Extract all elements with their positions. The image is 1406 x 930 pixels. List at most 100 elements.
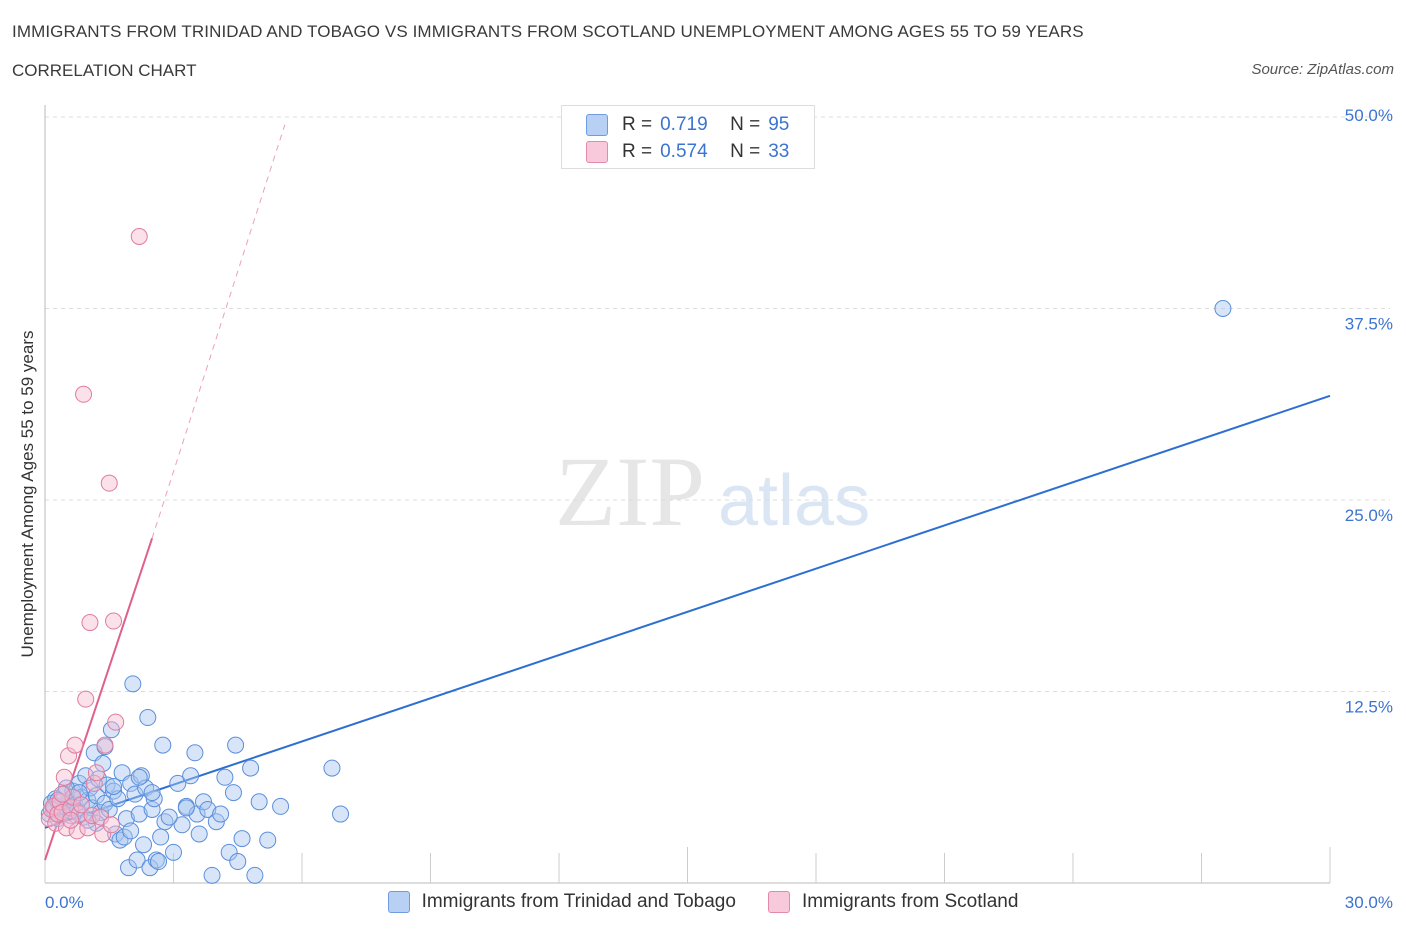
legend-row-trinidad: R = 0.719 N = 95 bbox=[586, 112, 789, 138]
point-trinidad bbox=[150, 853, 168, 871]
axes bbox=[44, 105, 1331, 884]
point-scotland bbox=[62, 811, 80, 829]
point-trinidad bbox=[233, 830, 251, 848]
correlation-legend: R = 0.719 N = 95 R = 0.574 N = 33 bbox=[561, 105, 815, 169]
point-trinidad bbox=[242, 759, 260, 777]
series-legend-label: Immigrants from Trinidad and Tobago bbox=[421, 891, 736, 912]
point-scotland bbox=[130, 227, 148, 245]
point-scotland bbox=[81, 614, 99, 632]
point-trinidad bbox=[105, 782, 123, 800]
legend-r-value: 0.574 bbox=[660, 141, 708, 162]
point-trinidad bbox=[250, 793, 268, 811]
point-trinidad bbox=[272, 797, 290, 815]
x-tick-label: 0.0% bbox=[45, 893, 84, 912]
point-trinidad bbox=[332, 805, 350, 823]
point-trinidad bbox=[190, 825, 208, 843]
trend-line-scotland-extended bbox=[151, 124, 286, 539]
legend-swatch-pink bbox=[586, 141, 608, 163]
legend-n-value: 95 bbox=[768, 114, 790, 135]
point-trinidad bbox=[229, 853, 247, 871]
point-trinidad bbox=[182, 767, 200, 785]
point-trinidad bbox=[128, 851, 146, 869]
gridlines bbox=[45, 116, 1390, 692]
point-trinidad bbox=[186, 744, 204, 762]
point-trinidad bbox=[177, 799, 195, 817]
legend-row-scotland: R = 0.574 N = 33 bbox=[586, 139, 789, 165]
legend-swatch-blue bbox=[586, 114, 608, 136]
point-trinidad bbox=[259, 831, 277, 849]
series-legend: Immigrants from Trinidad and Tobago Immi… bbox=[0, 888, 1406, 916]
legend-r-label: R = bbox=[622, 114, 653, 135]
point-trinidad bbox=[105, 777, 123, 795]
series-swatch-pink bbox=[767, 891, 790, 913]
point-scotland bbox=[66, 736, 84, 754]
point-scotland bbox=[62, 799, 80, 817]
point-trinidad bbox=[143, 784, 161, 802]
point-trinidad bbox=[57, 779, 75, 797]
point-trinidad bbox=[246, 866, 264, 884]
y-tick-label: 25.0% bbox=[1345, 506, 1393, 525]
point-trinidad bbox=[154, 736, 172, 754]
point-scotland bbox=[57, 819, 75, 837]
legend-n-label: N = bbox=[730, 141, 761, 162]
point-trinidad bbox=[227, 736, 245, 754]
point-scotland bbox=[68, 822, 86, 840]
watermark-atlas: atlas bbox=[718, 461, 870, 541]
point-trinidad bbox=[220, 843, 238, 861]
legend-r-label: R = bbox=[622, 141, 653, 162]
chart-subtitle: CORRELATION CHART bbox=[12, 61, 197, 80]
point-scotland bbox=[55, 768, 73, 786]
point-scotland bbox=[83, 807, 101, 825]
point-trinidad bbox=[122, 822, 140, 840]
y-tick-label: 12.5% bbox=[1345, 698, 1393, 717]
series-swatch-blue bbox=[387, 891, 410, 913]
watermark-zip: ZIP bbox=[555, 436, 705, 547]
point-scotland bbox=[87, 764, 105, 782]
point-trinidad bbox=[102, 721, 120, 739]
y-tick-label: 37.5% bbox=[1345, 315, 1393, 334]
chart-title: IMMIGRANTS FROM TRINIDAD AND TOBAGO VS I… bbox=[12, 22, 1084, 41]
point-trinidad bbox=[152, 828, 170, 846]
point-trinidad bbox=[115, 828, 133, 846]
point-trinidad bbox=[207, 813, 225, 831]
point-scotland bbox=[85, 774, 103, 792]
point-trinidad bbox=[1214, 300, 1232, 317]
point-trinidad bbox=[224, 784, 242, 802]
x-tick-label: 30.0% bbox=[1345, 893, 1393, 912]
source-credit: Source: ZipAtlas.com bbox=[1251, 61, 1394, 78]
legend-n-label: N = bbox=[730, 114, 761, 135]
legend-r-value: 0.719 bbox=[660, 114, 708, 135]
point-trinidad bbox=[199, 800, 217, 818]
point-trinidad bbox=[139, 709, 157, 727]
point-trinidad bbox=[165, 843, 182, 861]
point-scotland bbox=[105, 612, 123, 630]
point-scotland bbox=[96, 736, 114, 754]
point-trinidad bbox=[94, 755, 112, 773]
tick-labels: 12.5% 25.0% 37.5% 50.0% 0.0% 30.0% bbox=[45, 106, 1393, 912]
point-scotland bbox=[53, 785, 71, 803]
point-scotland bbox=[102, 816, 120, 834]
point-trinidad bbox=[130, 768, 148, 786]
zipatlas-watermark: ZIP atlas bbox=[555, 436, 870, 547]
point-trinidad bbox=[135, 836, 153, 854]
point-trinidad bbox=[216, 768, 234, 786]
point-trinidad bbox=[203, 866, 221, 884]
point-trinidad bbox=[130, 805, 148, 823]
point-trinidad bbox=[98, 776, 116, 794]
point-trinidad bbox=[96, 794, 114, 812]
point-scotland bbox=[107, 713, 125, 731]
point-trinidad bbox=[173, 816, 191, 834]
y-axis-label: Unemployment Among Ages 55 to 59 years bbox=[18, 330, 37, 658]
point-trinidad bbox=[169, 774, 187, 792]
series-legend-label: Immigrants from Scotland bbox=[801, 891, 1019, 912]
data-points bbox=[40, 227, 1232, 884]
point-trinidad bbox=[126, 785, 144, 803]
point-scotland bbox=[72, 796, 90, 814]
point-trinidad bbox=[124, 675, 142, 693]
y-tick-label: 50.0% bbox=[1345, 106, 1393, 125]
point-trinidad bbox=[143, 800, 161, 818]
point-trinidad bbox=[212, 805, 230, 823]
point-trinidad bbox=[194, 793, 212, 811]
point-scotland bbox=[75, 385, 93, 403]
